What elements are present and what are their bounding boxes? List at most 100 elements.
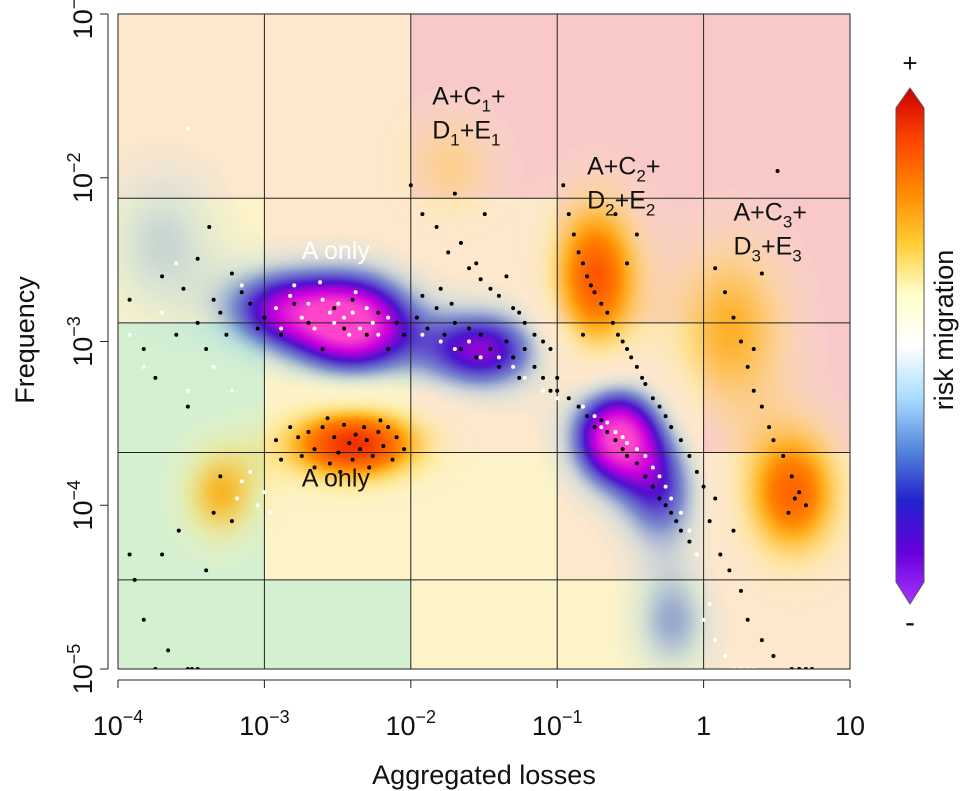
data-point-black xyxy=(771,654,776,659)
data-point-black xyxy=(288,425,293,430)
data-point-black xyxy=(218,474,223,479)
data-point-black xyxy=(127,297,132,302)
data-point-black xyxy=(678,438,683,443)
data-point-black xyxy=(511,355,516,360)
data-point-white xyxy=(318,280,323,285)
data-point-black xyxy=(452,320,457,325)
data-point-black xyxy=(592,425,597,430)
annotation-label: A only xyxy=(302,465,371,493)
data-point-black xyxy=(634,364,639,369)
data-point-black xyxy=(580,332,585,337)
x-tick-label: 10−4 xyxy=(93,707,144,741)
data-point-black xyxy=(332,306,337,311)
data-point-black xyxy=(759,404,764,409)
data-point-black xyxy=(738,588,743,593)
plot-frame xyxy=(117,13,851,670)
annotation-label: A+C1+D1+E1 xyxy=(432,83,505,150)
annotation-line: A only xyxy=(302,465,371,493)
data-point-black xyxy=(312,465,317,470)
data-point-black xyxy=(376,310,381,315)
data-point-black xyxy=(386,346,391,351)
data-point-black xyxy=(279,332,284,337)
data-point-black xyxy=(663,414,668,419)
data-point-white xyxy=(185,126,190,131)
data-point-white xyxy=(541,388,546,393)
data-point-black xyxy=(224,332,229,337)
data-point-black xyxy=(394,320,399,325)
data-point-white xyxy=(332,320,337,325)
data-point-white xyxy=(687,528,692,533)
data-point-black xyxy=(687,453,692,458)
data-point-black xyxy=(629,355,634,360)
data-point-black xyxy=(738,339,743,344)
data-point-black xyxy=(306,320,311,325)
data-point-black xyxy=(678,528,683,533)
data-point-white xyxy=(255,503,260,508)
data-point-black xyxy=(229,519,234,524)
data-point-black xyxy=(687,539,692,544)
data-point-white xyxy=(160,310,165,315)
x-tick-label: 10−1 xyxy=(532,707,583,741)
data-point-white xyxy=(141,364,146,369)
data-point-white xyxy=(320,297,325,302)
data-point-black xyxy=(722,290,727,295)
data-point-black xyxy=(474,355,479,360)
data-point-white xyxy=(364,306,369,311)
data-point-black xyxy=(255,326,260,331)
data-point-black xyxy=(336,450,341,455)
data-point-white xyxy=(239,479,244,484)
data-point-white xyxy=(650,465,655,470)
data-point-black xyxy=(650,484,655,489)
data-point-white xyxy=(722,654,727,659)
data-point-black xyxy=(599,301,604,306)
data-point-black xyxy=(367,465,372,470)
data-point-black xyxy=(571,232,576,237)
data-point-black xyxy=(669,425,674,430)
data-point-white xyxy=(657,474,662,479)
data-point-black xyxy=(745,364,750,369)
data-point-black xyxy=(132,577,137,582)
data-point-black xyxy=(532,364,537,369)
colorbar-gradient xyxy=(895,87,925,605)
data-point-black xyxy=(408,183,413,188)
data-point-white xyxy=(342,315,347,320)
risk-migration-heatmap xyxy=(118,14,850,669)
data-point-black xyxy=(541,339,546,344)
data-point-black xyxy=(358,447,363,452)
data-point-black xyxy=(634,461,639,466)
data-point-black xyxy=(759,638,764,643)
y-tick-label: 10−1 xyxy=(64,0,98,39)
data-point-white xyxy=(235,496,240,501)
data-point-white xyxy=(239,283,244,288)
data-point-black xyxy=(402,447,407,452)
data-point-white xyxy=(306,301,311,306)
data-point-white xyxy=(620,435,625,440)
annotation-label: A+C3+D3+E3 xyxy=(733,198,806,265)
annotation-line: D3+E3 xyxy=(733,232,801,265)
data-point-black xyxy=(420,293,425,298)
data-point-black xyxy=(496,364,501,369)
data-point-white xyxy=(420,332,425,337)
data-point-black xyxy=(350,297,355,302)
data-point-black xyxy=(694,469,699,474)
data-point-black xyxy=(320,346,325,351)
data-point-black xyxy=(585,274,590,279)
data-point-black xyxy=(458,346,463,351)
data-point-black xyxy=(613,212,618,217)
data-point-black xyxy=(381,444,386,449)
data-point-white xyxy=(292,283,297,288)
data-point-black xyxy=(588,283,593,288)
x-axis-label: Aggregated losses xyxy=(372,760,596,790)
data-point-black xyxy=(605,310,610,315)
data-point-black xyxy=(338,469,343,474)
data-point-black xyxy=(797,490,802,495)
data-point-black xyxy=(127,552,132,557)
data-point-black xyxy=(775,168,780,173)
data-point-white xyxy=(634,447,639,452)
data-point-white xyxy=(288,293,293,298)
data-point-black xyxy=(174,332,179,337)
data-point-black xyxy=(342,326,347,331)
data-point-black xyxy=(548,346,553,351)
y-axis-label: Frequency xyxy=(10,276,40,404)
